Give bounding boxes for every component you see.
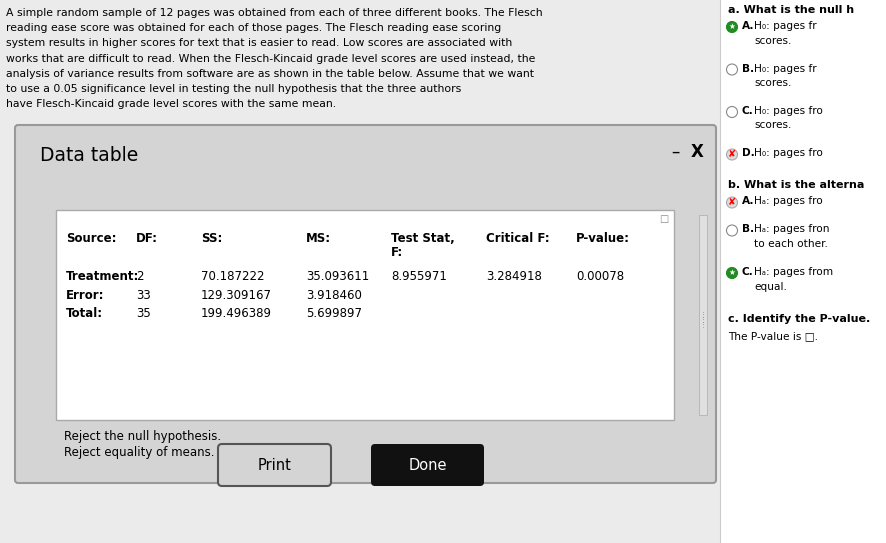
FancyBboxPatch shape [370, 444, 484, 486]
Text: The P-value is □.: The P-value is □. [727, 331, 817, 342]
Text: A.: A. [742, 21, 754, 31]
Text: equal.: equal. [753, 281, 786, 292]
Text: 8.955971: 8.955971 [391, 270, 447, 283]
Text: 70.187222: 70.187222 [201, 270, 264, 283]
Circle shape [726, 149, 736, 160]
Text: 3.284918: 3.284918 [486, 270, 541, 283]
Text: □: □ [658, 214, 667, 224]
Circle shape [726, 225, 736, 236]
Text: to use a 0.05 significance level in testing the null hypothesis that the three a: to use a 0.05 significance level in test… [6, 84, 461, 94]
Text: 35: 35 [136, 307, 151, 320]
FancyBboxPatch shape [719, 0, 886, 543]
Text: Treatment:: Treatment: [66, 270, 139, 283]
Text: 2: 2 [136, 270, 144, 283]
Text: C.: C. [742, 267, 753, 277]
Text: ★: ★ [727, 22, 734, 31]
Text: P-value:: P-value: [575, 232, 629, 245]
Text: Critical F:: Critical F: [486, 232, 549, 245]
FancyBboxPatch shape [0, 0, 719, 543]
Text: works that are difficult to read. When the Flesch-Kincaid grade level scores are: works that are difficult to read. When t… [6, 54, 535, 64]
FancyBboxPatch shape [56, 210, 673, 420]
Text: scores.: scores. [753, 78, 790, 88]
Text: D.: D. [742, 148, 754, 159]
FancyBboxPatch shape [15, 125, 715, 483]
Text: H₀: pages fro: H₀: pages fro [753, 148, 822, 159]
Text: –: – [670, 143, 679, 161]
Circle shape [726, 22, 736, 33]
Text: ⋮: ⋮ [699, 311, 706, 317]
Text: Source:: Source: [66, 232, 116, 245]
Text: 199.496389: 199.496389 [201, 307, 272, 320]
Text: A.: A. [742, 197, 754, 206]
Text: MS:: MS: [306, 232, 330, 245]
Text: Error:: Error: [66, 289, 105, 302]
Text: reading ease score was obtained for each of those pages. The Flesch reading ease: reading ease score was obtained for each… [6, 23, 501, 33]
Text: Reject the null hypothesis.: Reject the null hypothesis. [64, 430, 221, 443]
Text: system results in higher scores for text that is easier to read. Low scores are : system results in higher scores for text… [6, 39, 512, 48]
Text: 3.918460: 3.918460 [306, 289, 361, 302]
Text: a. What is the null h: a. What is the null h [727, 5, 853, 15]
Text: ⋮: ⋮ [699, 316, 706, 322]
Text: Reject equality of means.: Reject equality of means. [64, 446, 214, 459]
Circle shape [726, 197, 736, 208]
Text: Data table: Data table [40, 146, 138, 165]
Text: Done: Done [408, 458, 447, 472]
Circle shape [726, 268, 736, 279]
Text: ✘: ✘ [727, 197, 735, 207]
Text: X: X [690, 143, 703, 161]
Text: Hₐ: pages fron: Hₐ: pages fron [753, 224, 828, 235]
Text: analysis of variance results from software are as shown in the table below. Assu: analysis of variance results from softwa… [6, 69, 533, 79]
Text: 35.093611: 35.093611 [306, 270, 369, 283]
Text: A simple random sample of 12 pages was obtained from each of three different boo: A simple random sample of 12 pages was o… [6, 8, 542, 18]
Text: have Flesch-Kincaid grade level scores with the same mean.: have Flesch-Kincaid grade level scores w… [6, 99, 336, 109]
Text: DF:: DF: [136, 232, 158, 245]
Text: scores.: scores. [753, 121, 790, 130]
Text: B.: B. [742, 224, 753, 235]
Text: Total:: Total: [66, 307, 103, 320]
Text: SS:: SS: [201, 232, 222, 245]
Text: c. Identify the P-value.: c. Identify the P-value. [727, 313, 869, 324]
Text: H₀: pages fr: H₀: pages fr [753, 64, 816, 73]
Text: 33: 33 [136, 289, 151, 302]
Text: H₀: pages fro: H₀: pages fro [753, 106, 822, 116]
Circle shape [726, 106, 736, 117]
Text: to each other.: to each other. [753, 239, 827, 249]
Text: B.: B. [742, 64, 753, 73]
Text: 0.00078: 0.00078 [575, 270, 624, 283]
Text: F:: F: [391, 246, 403, 259]
Text: 129.309167: 129.309167 [201, 289, 272, 302]
Text: C.: C. [742, 106, 753, 116]
Text: scores.: scores. [753, 35, 790, 46]
Text: ⋮: ⋮ [699, 321, 706, 327]
Text: 5.699897: 5.699897 [306, 307, 361, 320]
Text: ✘: ✘ [727, 149, 735, 159]
FancyBboxPatch shape [698, 215, 706, 415]
Text: Hₐ: pages from: Hₐ: pages from [753, 267, 832, 277]
Text: Hₐ: pages fro: Hₐ: pages fro [753, 197, 822, 206]
Text: H₀: pages fr: H₀: pages fr [753, 21, 816, 31]
FancyBboxPatch shape [218, 444, 330, 486]
Text: Test Stat,: Test Stat, [391, 232, 455, 245]
Text: b. What is the alterna: b. What is the alterna [727, 180, 863, 191]
Text: ★: ★ [727, 268, 734, 277]
Circle shape [726, 64, 736, 75]
Text: Print: Print [257, 458, 291, 472]
